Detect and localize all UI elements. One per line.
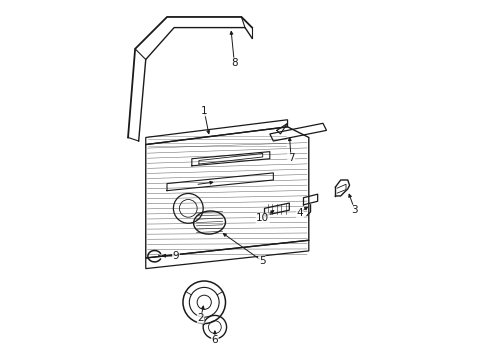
- Text: 2: 2: [197, 313, 204, 323]
- Text: 6: 6: [212, 335, 218, 345]
- Text: 5: 5: [259, 256, 265, 266]
- Text: 10: 10: [256, 213, 270, 223]
- Text: 8: 8: [231, 58, 238, 68]
- Text: 4: 4: [296, 208, 303, 217]
- Text: 7: 7: [288, 153, 294, 163]
- Text: 1: 1: [201, 106, 208, 116]
- Text: 9: 9: [172, 251, 179, 261]
- Text: 3: 3: [351, 205, 358, 215]
